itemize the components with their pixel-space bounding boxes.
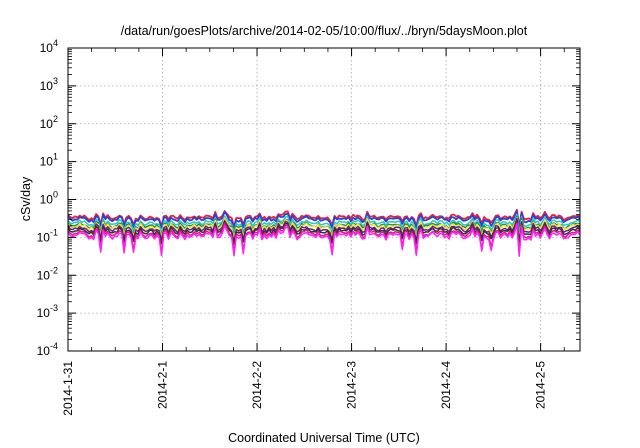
y-axis-label: cSv/day [19, 176, 33, 221]
x-tick-label: 2014-2-4 [439, 361, 453, 409]
y-tick-label: 10-3 [37, 303, 58, 320]
grid [68, 48, 580, 351]
tick-marks [67, 47, 580, 352]
x-tick-label: 2014-2-2 [250, 361, 264, 409]
series-line [67, 217, 581, 243]
y-tick-label: 10-1 [37, 227, 58, 244]
y-tick-labels: 10-4 10-3 10-2 10-1 100 101 102 103 104 [37, 38, 58, 358]
series-line [67, 213, 581, 235]
series-line [67, 210, 581, 231]
x-axis-label: Coordinated Universal Time (UTC) [228, 431, 420, 445]
series-line [67, 223, 581, 257]
y-tick-label: 104 [40, 38, 58, 55]
y-tick-label: 10-2 [37, 265, 58, 282]
y-tick-label: 103 [40, 76, 58, 93]
x-tick-label: 2014-2-1 [156, 361, 170, 409]
y-tick-label: 10-4 [37, 341, 58, 358]
x-tick-labels: 2014-1-31 2014-2-1 2014-2-2 2014-2-3 2014-2-… [61, 361, 548, 416]
series-line [67, 220, 581, 247]
series-lines [67, 208, 581, 257]
series-line [67, 208, 581, 228]
chart-title: /data/run/goesPlots/archive/2014-02-05/1… [121, 24, 528, 38]
y-tick-label: 100 [40, 190, 58, 207]
y-tick-label: 102 [40, 114, 58, 131]
y-tick-label: 101 [40, 152, 58, 169]
x-tick-label: 2014-2-5 [534, 361, 548, 409]
x-tick-label: 2014-2-3 [345, 361, 359, 409]
x-tick-label: 2014-1-31 [61, 361, 75, 416]
